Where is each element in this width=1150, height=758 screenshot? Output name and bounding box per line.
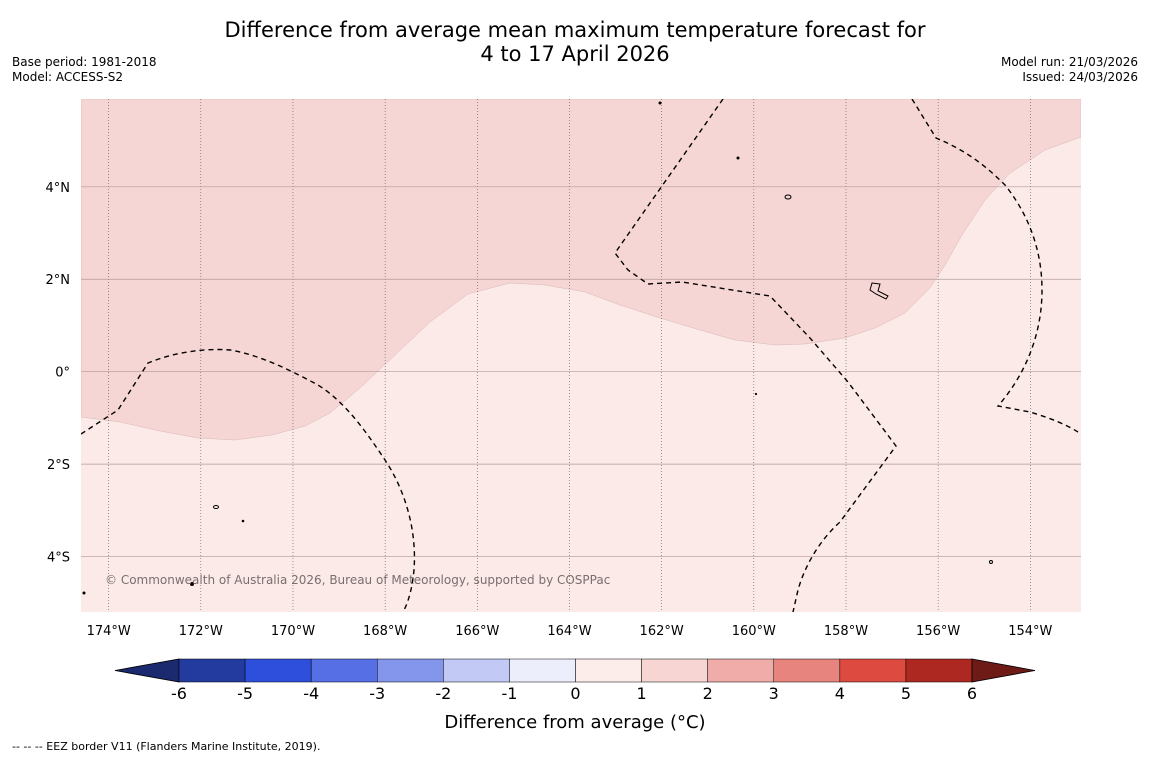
colorbar-tick-label: -1	[501, 684, 517, 703]
island-kiritimati	[869, 282, 889, 300]
meta-left: Base period: 1981-2018 Model: ACCESS-S2	[12, 55, 157, 85]
island-jarvis	[784, 194, 792, 200]
x-axis-labels: 174°W 172°W 170°W 168°W 166°W 164°W 162°W 160°W…	[87, 624, 1053, 639]
colorbar-title: Difference from average (°C)	[444, 712, 705, 733]
colorbar-tick-label: -6	[171, 684, 187, 703]
colorbar-tick-label: 5	[901, 684, 911, 703]
x-tick-label: 166°W	[455, 624, 499, 639]
colorbar-tick-label: 0	[570, 684, 580, 703]
x-tick-label: 164°W	[547, 624, 591, 639]
x-tick-label: 158°W	[824, 624, 868, 639]
colorbar-tick-label: 6	[967, 684, 977, 703]
x-tick-label: 154°W	[1008, 624, 1052, 639]
colorbar-segment	[178, 658, 246, 683]
colorbar-under-arrow	[114, 658, 180, 683]
issued-date: Issued: 24/03/2026	[1022, 70, 1138, 84]
colorbar-segment	[707, 658, 775, 683]
colorbar-tick-label: 4	[835, 684, 845, 703]
model-run: Model run: 21/03/2026	[1000, 55, 1138, 69]
y-tick-label: 2°S	[47, 458, 70, 473]
island-small-west	[213, 505, 219, 509]
x-tick-label: 174°W	[87, 624, 131, 639]
x-tick-label: 170°W	[271, 624, 315, 639]
y-tick-label: 2°N	[46, 273, 71, 288]
meta-right: Model run: 21/03/2026 Issued: 24/03/2026	[1001, 55, 1138, 85]
colorbar-segment	[575, 658, 642, 683]
colorbar-tick-label: -2	[435, 684, 451, 703]
y-tick-label: 0°	[55, 366, 70, 381]
colorbar-segment	[839, 658, 907, 683]
region-anomaly-1-to-2	[81, 99, 1081, 441]
eez-border-lines	[81, 99, 1079, 612]
island-tiny-5	[754, 392, 758, 396]
colorbar-segment	[377, 658, 444, 683]
colorbar-tick-label: 3	[769, 684, 779, 703]
eez-footnote: -- -- -- EEZ border V11 (Flanders Marine…	[12, 740, 321, 753]
colorbar-over-arrow	[971, 658, 1036, 683]
graticule	[81, 99, 1081, 612]
eez-border-line-east	[911, 99, 1079, 433]
island-tiny-7	[82, 591, 86, 595]
colorbar: -6 -5 -4 -3 -2 -1 0 1 2 3 4 5 6	[114, 658, 1036, 703]
colorbar-segment	[443, 658, 510, 683]
eez-border-phoenix-west	[81, 348, 416, 612]
base-period: Base period: 1981-2018	[12, 55, 157, 69]
y-tick-label: 4°N	[46, 181, 71, 196]
islands	[82, 101, 993, 595]
map-panel: © Commonwealth of Australia 2026, Bureau…	[81, 99, 1081, 612]
colorbar-tick-label: -4	[303, 684, 319, 703]
chart-title: Difference from average mean maximum tem…	[0, 18, 1150, 66]
colorbar-segment	[641, 658, 708, 683]
title-line-1: Difference from average mean maximum tem…	[224, 18, 926, 42]
y-axis-labels: 4°N 2°N 0° 2°S 4°S	[46, 181, 71, 566]
colorbar-tick-label: -3	[369, 684, 385, 703]
island-tiny-6	[989, 560, 993, 564]
copyright-notice: © Commonwealth of Australia 2026, Bureau…	[105, 573, 610, 587]
colorbar-tick-label: 1	[636, 684, 646, 703]
island-tiny-3	[658, 101, 662, 105]
x-tick-label: 162°W	[640, 624, 684, 639]
x-tick-label: 168°W	[363, 624, 407, 639]
colorbar-tick-label: 2	[703, 684, 713, 703]
x-tick-label: 172°W	[179, 624, 223, 639]
island-tiny-4	[736, 156, 740, 160]
colorbar-segment	[244, 658, 312, 683]
model-name: Model: ACCESS-S2	[12, 70, 124, 84]
colorbar-segment	[310, 658, 378, 683]
colorbar-tick-label: -5	[237, 684, 253, 703]
colorbar-segment	[773, 658, 841, 683]
x-tick-label: 160°W	[732, 624, 776, 639]
island-tiny-2	[190, 582, 194, 586]
eez-border-line-north	[614, 99, 897, 612]
colorbar-segment	[905, 658, 973, 683]
colorbar-segment	[509, 658, 576, 683]
y-tick-label: 4°S	[47, 551, 70, 566]
island-tiny-1	[241, 519, 245, 523]
title-line-2: 4 to 17 April 2026	[480, 42, 670, 66]
x-tick-label: 156°W	[916, 624, 960, 639]
